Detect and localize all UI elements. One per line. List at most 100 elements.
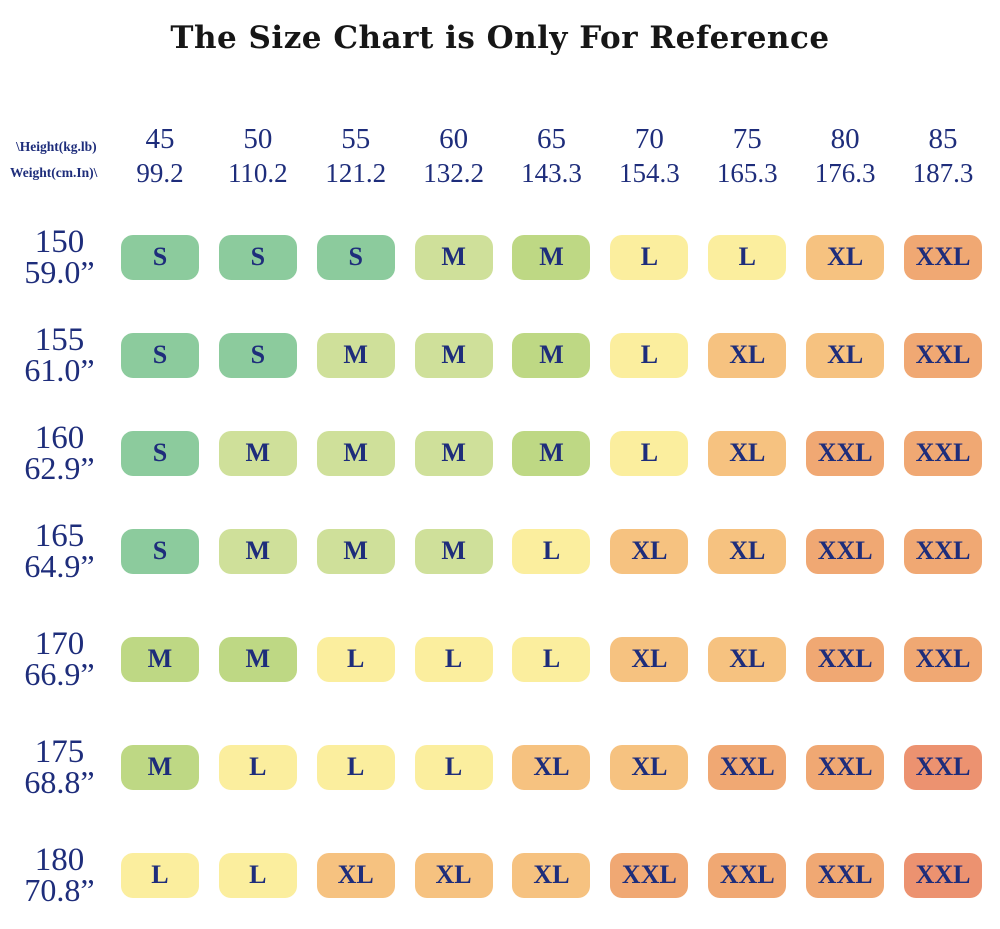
corner-axis-label: \Height(kg.lb) Weight(cm.In)\ (8, 120, 111, 190)
cell-slot: XL (503, 844, 601, 906)
column-header: 60 132.2 (405, 120, 503, 190)
cell-slot: S (111, 324, 209, 386)
size-cell: S (120, 234, 199, 280)
cell-slot: XL (405, 844, 503, 906)
size-cell: S (218, 234, 297, 280)
weight-lb-label: 165.3 (716, 158, 778, 188)
column-header: 70 154.3 (600, 120, 698, 190)
weight-lb-label: 99.2 (136, 158, 184, 188)
size-cell: XL (708, 430, 787, 476)
weight-kg-label: 50 (243, 123, 273, 155)
size-cell: L (316, 636, 395, 682)
cell-slot: XL (307, 844, 405, 906)
cell-slot: XXL (894, 422, 992, 484)
table-row: 165 64.9” S M M M L XL XL XXL XXL (8, 520, 992, 582)
height-inch-label: 66.9” (24, 656, 95, 692)
cell-slot: L (111, 844, 209, 906)
size-cell: S (120, 430, 199, 476)
row-header: 150 59.0” (8, 224, 111, 290)
cell-slot: M (111, 628, 209, 690)
size-cell: L (218, 852, 297, 898)
cell-slot: XL (796, 324, 894, 386)
size-cell: L (120, 852, 199, 898)
height-cm-label: 155 (34, 322, 85, 358)
cell-slot: XXL (796, 736, 894, 798)
cell-slot: M (209, 520, 307, 582)
size-cell: XL (610, 528, 689, 574)
table-row: 155 61.0” S S M M M L XL XL XXL (8, 324, 992, 386)
column-header: 85 187.3 (894, 120, 992, 190)
size-cell: L (218, 744, 297, 790)
row-header: 160 62.9” (8, 422, 111, 486)
cell-slot: S (209, 226, 307, 288)
column-header: 45 99.2 (111, 120, 209, 190)
height-inch-label: 62.9” (24, 450, 95, 486)
weight-lb-label: 187.3 (912, 158, 974, 188)
cell-slot: XL (698, 628, 796, 690)
cell-slot: M (503, 226, 601, 288)
table-row: 170 66.9” M M L L L XL XL XXL XXL (8, 628, 992, 690)
height-cm-label: 180 (34, 842, 85, 878)
size-cell: M (218, 636, 297, 682)
size-cell: XXL (610, 852, 689, 898)
cell-slot: XXL (894, 226, 992, 288)
size-cell: XXL (806, 430, 885, 476)
row-header: 155 61.0” (8, 322, 111, 387)
height-inch-label: 64.9” (24, 548, 95, 584)
size-cell: L (610, 430, 689, 476)
size-cell: M (316, 332, 395, 378)
cell-slot: M (405, 324, 503, 386)
cell-slot: L (209, 844, 307, 906)
cell-slot: XL (698, 324, 796, 386)
size-cell: XL (610, 636, 689, 682)
height-inch-label: 59.0” (24, 254, 95, 290)
size-cell: XXL (904, 332, 983, 378)
cell-slot: XXL (796, 422, 894, 484)
weight-kg-label: 55 (341, 123, 371, 155)
cell-slot: L (307, 628, 405, 690)
weight-kg-label: 65 (536, 123, 566, 155)
cell-slot: S (111, 520, 209, 582)
cell-slot: L (600, 324, 698, 386)
cell-slot: XXL (698, 844, 796, 906)
corner-weight-label: Weight(cm.In)\ (10, 165, 98, 180)
size-cell: M (120, 636, 199, 682)
cell-slot: M (307, 422, 405, 484)
cell-slot: XL (796, 226, 894, 288)
size-cell: XXL (904, 636, 983, 682)
size-cell: L (610, 332, 689, 378)
size-cell: L (512, 528, 591, 574)
cell-slot: XXL (894, 520, 992, 582)
cell-slot: L (307, 736, 405, 798)
size-cell: L (512, 636, 591, 682)
table-row: 150 59.0” S S S M M L L XL XXL (8, 226, 992, 288)
height-cm-label: 170 (34, 626, 85, 662)
cell-slot: M (405, 226, 503, 288)
weight-lb-label: 143.3 (521, 158, 582, 188)
size-cell: XXL (904, 234, 983, 280)
size-cell: M (512, 430, 591, 476)
size-cell: M (414, 332, 493, 378)
size-cell: L (414, 744, 493, 790)
cell-slot: M (307, 520, 405, 582)
size-cell: XXL (806, 852, 885, 898)
size-cell: XXL (806, 528, 885, 574)
weight-kg-label: 80 (830, 123, 860, 155)
row-header: 180 70.8” (8, 842, 111, 907)
cell-slot: XL (503, 736, 601, 798)
cell-slot: XXL (600, 844, 698, 906)
size-cell: XXL (904, 744, 983, 790)
cell-slot: L (503, 520, 601, 582)
size-cell: XL (806, 234, 885, 280)
cell-slot: XXL (894, 844, 992, 906)
row-header: 175 68.8” (8, 736, 111, 799)
height-cm-label: 150 (34, 224, 85, 260)
size-cell: M (512, 234, 591, 280)
column-header: 50 110.2 (209, 120, 307, 190)
size-cell: L (610, 234, 689, 280)
cell-slot: XL (600, 520, 698, 582)
cell-slot: XL (600, 736, 698, 798)
size-cell: XL (316, 852, 395, 898)
size-cell: M (316, 430, 395, 476)
cell-slot: XL (698, 520, 796, 582)
